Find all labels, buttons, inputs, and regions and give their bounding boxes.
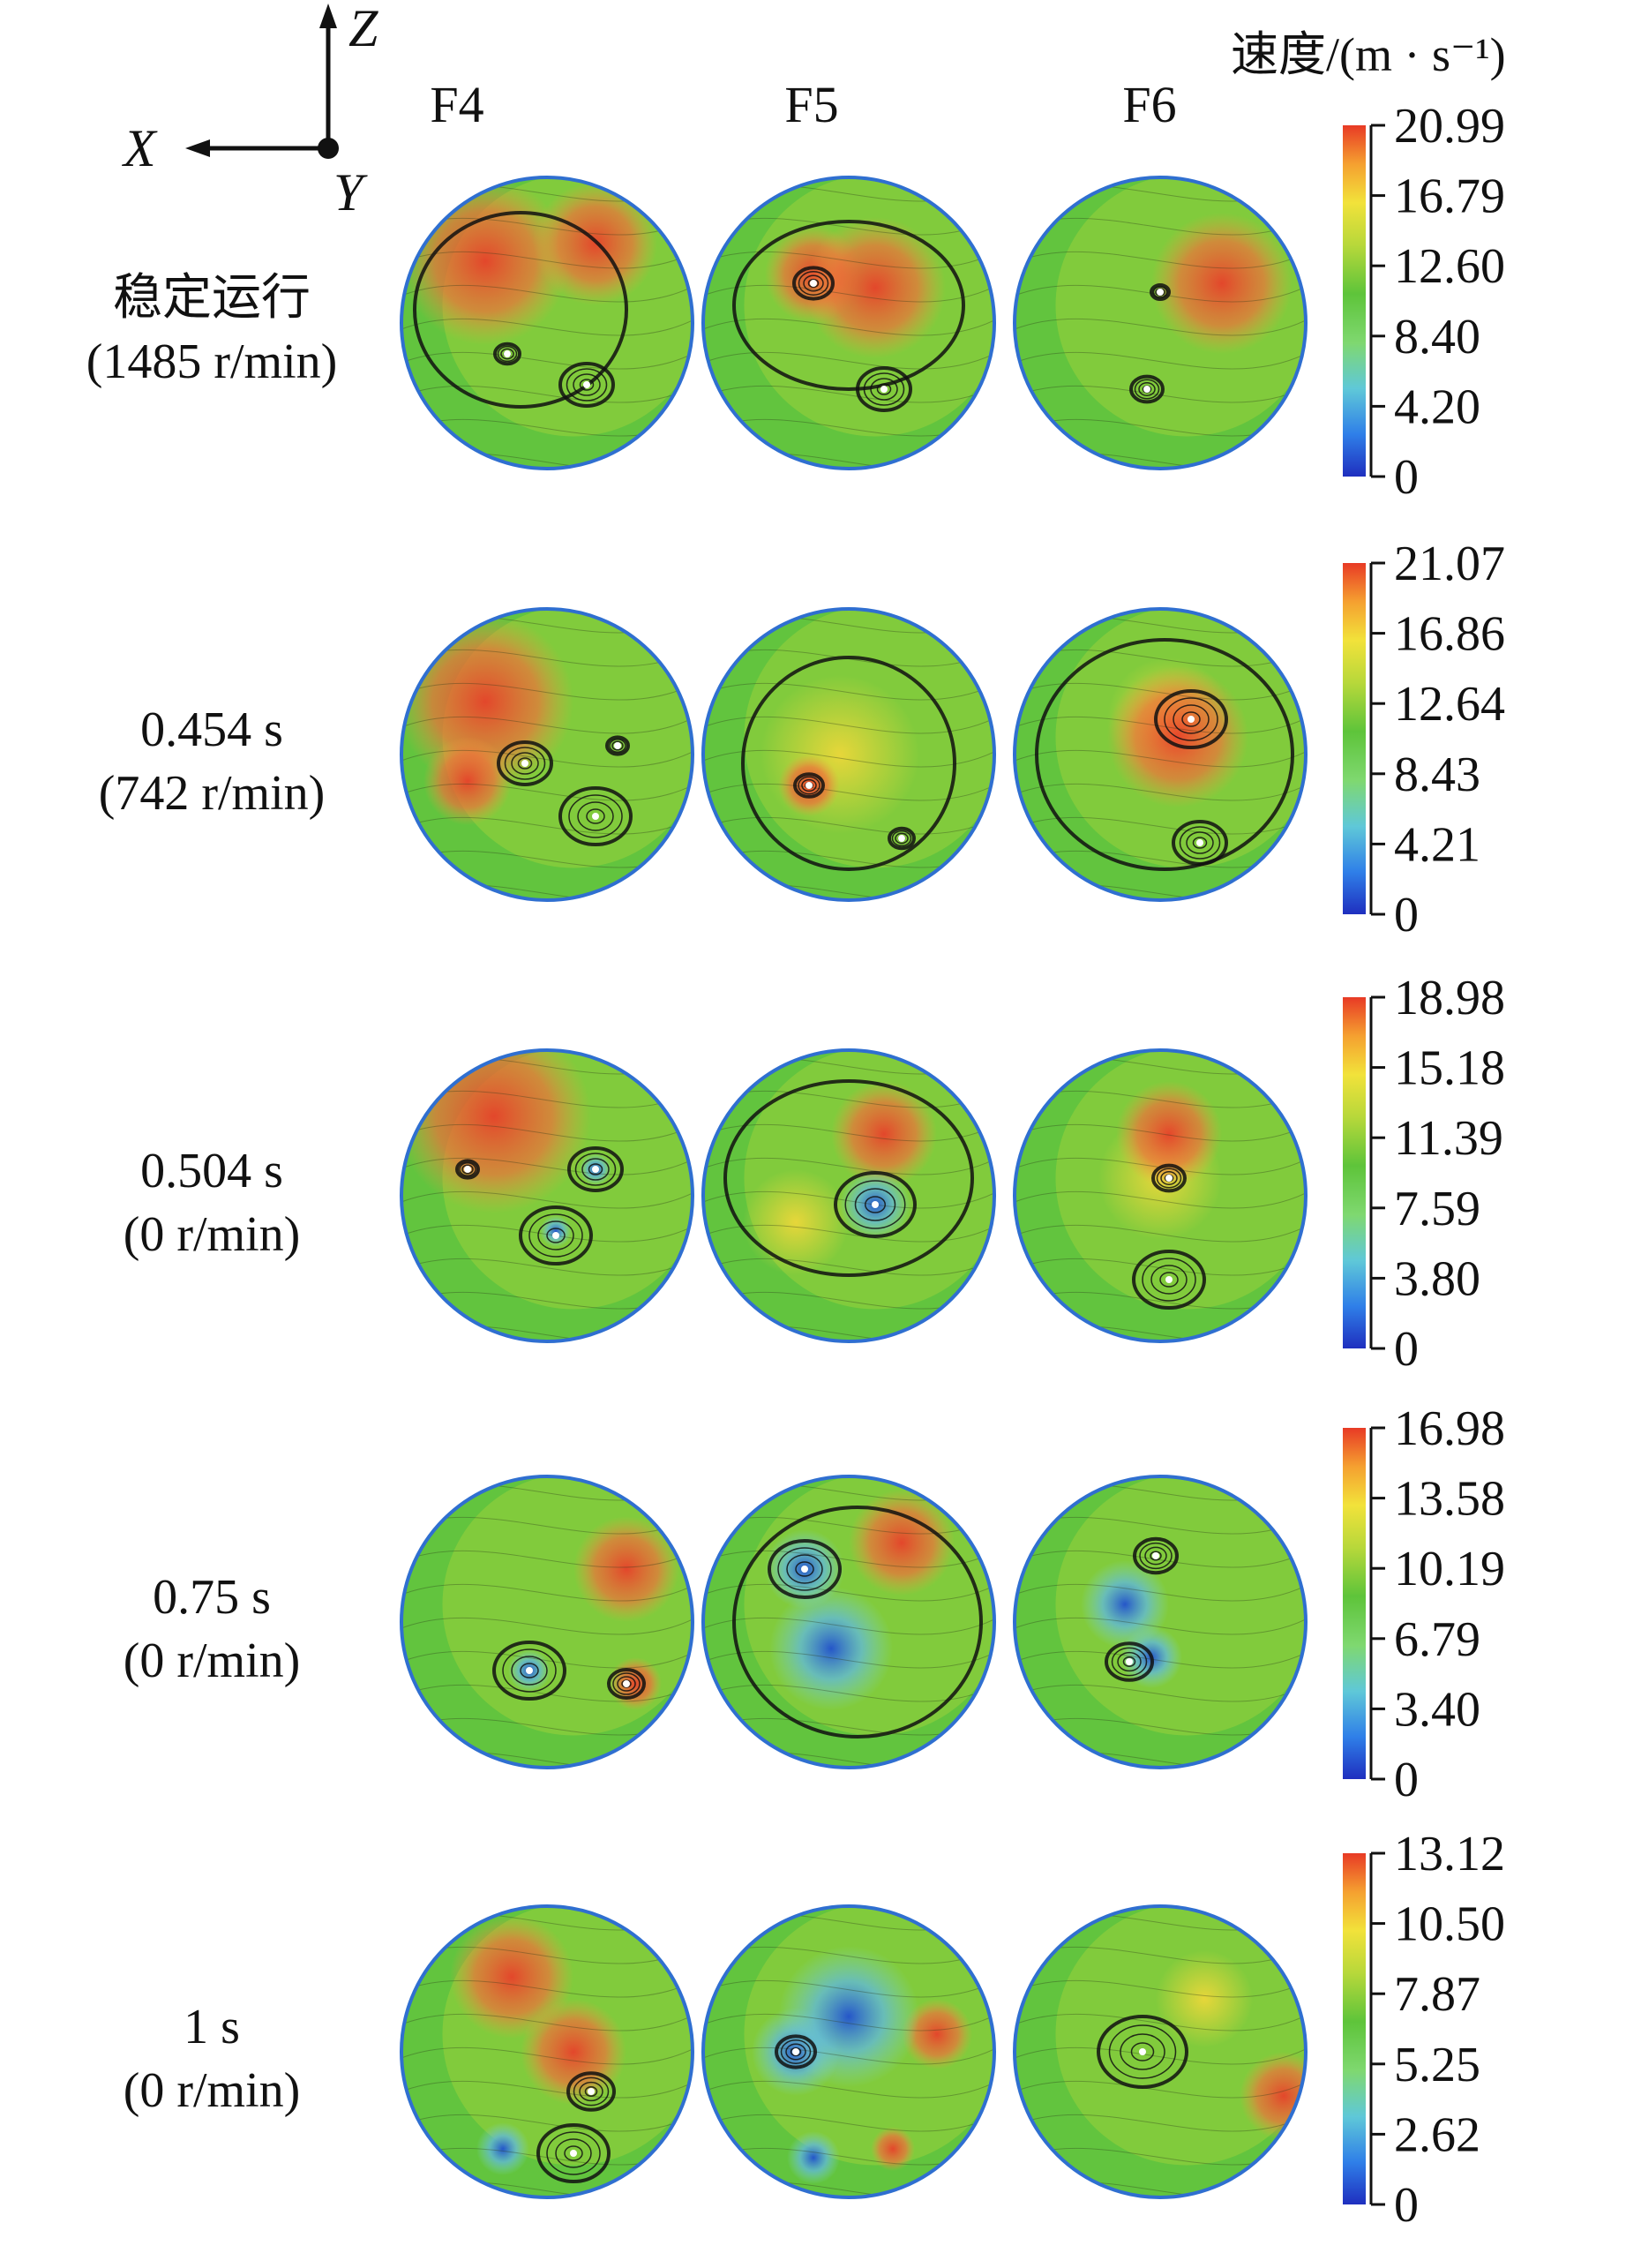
colorbar: 21.07 16.86 12.64 8.43 4.21 0	[1343, 537, 1505, 942]
colorbar-tick-label: 12.64	[1394, 677, 1505, 732]
colorbar-tick-label: 10.19	[1394, 1542, 1505, 1596]
plot-boundary	[1013, 1048, 1308, 1343]
z-axis-label: Z	[348, 0, 378, 57]
plot-boundary	[400, 1048, 694, 1343]
x-axis-arrow	[185, 139, 210, 157]
velocity-contour-plot	[701, 607, 996, 902]
column-label-f5: F5	[784, 76, 838, 133]
plot-boundary	[1013, 176, 1308, 470]
plot-boundary	[400, 1475, 694, 1769]
colorbar-tick-label: 11.39	[1394, 1111, 1503, 1166]
row-label-speed: (0 r/min)	[124, 1633, 301, 1688]
row-label-time: 稳定运行	[113, 271, 311, 326]
row-label-speed: (0 r/min)	[124, 2063, 301, 2118]
row-5: 1 s (0 r/min) 13.12 10.50 7.87 5.25 2.62 0	[124, 1827, 1505, 2233]
row-label-time: 0.75 s	[153, 1570, 271, 1625]
velocity-contour-plot	[400, 1475, 694, 1769]
axes-glyph: Z X Y	[122, 0, 378, 222]
velocity-contour-plot	[1013, 607, 1308, 902]
colorbar: 18.98 15.18 11.39 7.59 3.80 0	[1343, 971, 1505, 1377]
plot-boundary	[1013, 607, 1308, 902]
velocity-contour-plot	[701, 1904, 996, 2199]
colorbar-gradient	[1343, 997, 1366, 1348]
velocity-contour-plot	[701, 176, 996, 470]
plot-boundary	[400, 1904, 694, 2199]
row-label-time: 0.504 s	[140, 1144, 283, 1198]
x-axis-label: X	[122, 119, 158, 177]
colorbar-tick-label: 20.99	[1394, 99, 1505, 154]
plot-boundary	[701, 1904, 996, 2199]
colorbar-tick-label: 16.79	[1394, 169, 1505, 224]
colorbar-tick-label: 6.79	[1394, 1612, 1480, 1667]
colorbar-tick-label: 0	[1394, 2178, 1419, 2233]
colorbar-tick-label: 8.43	[1394, 747, 1480, 802]
plot-boundary	[400, 176, 694, 470]
velocity-contour-plot	[1013, 176, 1308, 470]
velocity-contour-plot	[701, 1048, 996, 1343]
colorbar-gradient	[1343, 1853, 1366, 2204]
plot-boundary	[701, 1475, 996, 1769]
colorbar-tick-label: 0	[1394, 1322, 1419, 1377]
row-1: 稳定运行 (1485 r/min) 20.99 16.79 12.60 8.40 4.20 0	[86, 99, 1505, 505]
column-label-f4: F4	[430, 76, 483, 133]
velocity-contour-plot	[1013, 1048, 1308, 1343]
velocity-contour-plot	[400, 1048, 694, 1343]
colorbar-tick-label: 3.80	[1394, 1251, 1480, 1306]
velocity-contour-plot	[701, 1475, 996, 1769]
row-label-time: 0.454 s	[140, 702, 283, 757]
colorbar-tick-label: 12.60	[1394, 239, 1505, 294]
row-3: 0.504 s (0 r/min) 18.98 15.18 11.39 7.59 3.80 0	[124, 971, 1505, 1377]
colorbar-tick-label: 15.18	[1394, 1041, 1505, 1096]
colorbar: 13.12 10.50 7.87 5.25 2.62 0	[1343, 1827, 1505, 2233]
z-axis-arrow	[319, 4, 337, 28]
colorbar: 16.98 13.58 10.19 6.79 3.40 0	[1343, 1401, 1505, 1807]
colorbar-tick-label: 13.58	[1394, 1472, 1505, 1527]
colorbar-tick-label: 7.59	[1394, 1182, 1480, 1236]
colorbar-tick-label: 3.40	[1394, 1682, 1480, 1737]
colorbar-tick-label: 4.20	[1394, 379, 1480, 434]
column-label-f6: F6	[1122, 76, 1176, 133]
plot-boundary	[1013, 1475, 1308, 1769]
colorbar-gradient	[1343, 125, 1366, 477]
row-4: 0.75 s (0 r/min) 16.98 13.58 10.19 6.79 3.40 0	[124, 1401, 1505, 1807]
row-label-speed: (1485 r/min)	[86, 334, 338, 389]
colorbar-tick-label: 0	[1394, 450, 1419, 505]
velocity-contour-plot	[400, 176, 694, 470]
colorbar: 20.99 16.79 12.60 8.40 4.20 0	[1343, 99, 1505, 505]
colorbar-tick-label: 18.98	[1394, 971, 1505, 1025]
plot-boundary	[701, 607, 996, 902]
row-label-time: 1 s	[184, 2000, 240, 2054]
plot-boundary	[701, 1048, 996, 1343]
rows: 稳定运行 (1485 r/min) 20.99 16.79 12.60 8.40 4.20 0…	[86, 99, 1505, 2233]
velocity-contour-plot	[1013, 1904, 1308, 2199]
colorbar-tick-label: 7.87	[1394, 1967, 1480, 2022]
colorbar-tick-label: 21.07	[1394, 537, 1505, 591]
colorbar-tick-label: 2.62	[1394, 2107, 1480, 2162]
colorbar-gradient	[1343, 1428, 1366, 1779]
row-label-speed: (0 r/min)	[124, 1207, 301, 1262]
colorbar-tick-label: 13.12	[1394, 1827, 1505, 1881]
velocity-contour-plot	[400, 607, 694, 902]
plot-boundary	[1013, 1904, 1308, 2199]
colorbar-tick-label: 8.40	[1394, 310, 1480, 364]
y-axis-dot	[318, 138, 339, 159]
velocity-contour-plot	[400, 1904, 694, 2199]
colorbar-tick-label: 0	[1394, 1753, 1419, 1807]
row-2: 0.454 s (742 r/min) 21.07 16.86 12.64 8.43 4.2…	[99, 537, 1505, 942]
colorbar-tick-label: 16.86	[1394, 607, 1505, 662]
plot-boundary	[400, 607, 694, 902]
row-label-speed: (742 r/min)	[99, 766, 326, 821]
colorbar-tick-label: 5.25	[1394, 2038, 1480, 2092]
plot-boundary	[701, 176, 996, 470]
y-axis-label: Y	[333, 163, 368, 222]
colorbar-tick-label: 0	[1394, 888, 1419, 942]
colorbar-gradient	[1343, 563, 1366, 914]
colorbar-tick-label: 16.98	[1394, 1401, 1505, 1456]
colorbar-tick-label: 10.50	[1394, 1897, 1505, 1952]
velocity-contour-plot	[1013, 1475, 1308, 1769]
colorbar-tick-label: 4.21	[1394, 817, 1480, 872]
unit-label: 速度/(m · s⁻¹)	[1231, 28, 1506, 81]
